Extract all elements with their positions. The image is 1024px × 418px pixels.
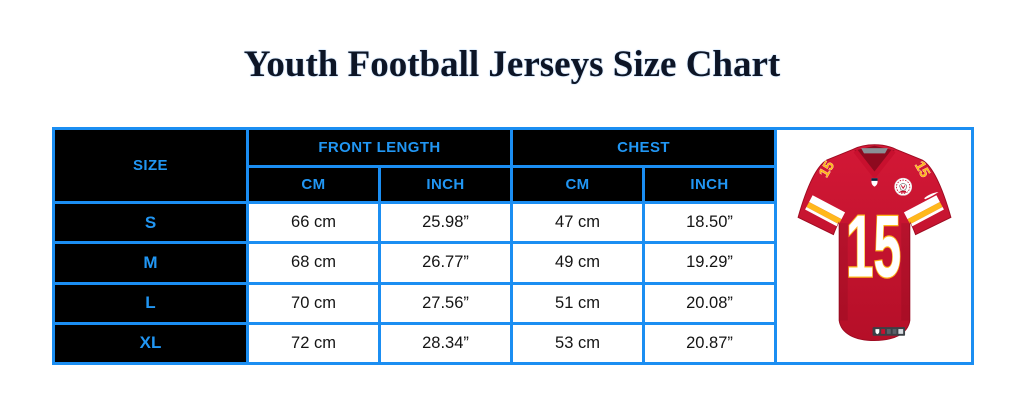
collar-opening [853, 145, 895, 178]
value-cell: 19.29” [642, 241, 778, 285]
value-cell: 20.08” [642, 281, 778, 325]
value-cell: 66 cm [246, 201, 381, 245]
jersey-body [797, 144, 951, 342]
col-header-chest: CHEST [510, 126, 778, 169]
subheader-front-cm: CM [246, 165, 381, 205]
col-header-size: SIZE [52, 126, 249, 205]
jersey-product-image: 15 15 [777, 131, 971, 361]
page-title: Youth Football Jerseys Size Chart [243, 44, 781, 85]
table-row: L 70 cm 27.56” 51 cm 20.08” [52, 281, 973, 325]
size-cell: M [52, 241, 249, 285]
jersey-shoulder-number-left: 15 [816, 159, 838, 181]
value-cell: 25.98” [377, 201, 514, 245]
side-mesh-left [838, 223, 848, 321]
nike-swoosh-icon [923, 192, 939, 200]
back-neck-tape [860, 148, 888, 154]
value-cell: 68 cm [246, 241, 381, 285]
value-cell: 51 cm [510, 281, 646, 325]
value-cell: 26.77” [377, 241, 514, 285]
subheader-chest-inch: INCH [642, 165, 778, 205]
jersey-image-cell: 15 15 [774, 127, 975, 365]
table-row: S 66 cm 25.98” 47 cm 18.50” [52, 201, 973, 245]
side-mesh-right [900, 223, 910, 321]
table-row: XL 72 cm 28.34” 53 cm 20.87” [52, 321, 973, 366]
size-chart-table: SIZE FRONT LENGTH CHEST [52, 126, 975, 366]
value-cell: 20.87” [642, 321, 778, 366]
value-cell: 47 cm [510, 201, 646, 245]
jersey-illustration: 15 15 [797, 144, 951, 342]
sleeve-stripes [804, 195, 944, 227]
jersey-chest-number: 15 [845, 197, 900, 296]
size-cell: XL [52, 321, 249, 366]
table-row: M 68 cm 26.77” 49 cm 19.29” [52, 241, 973, 285]
jersey-shoulder-number-right: 15 [911, 159, 933, 181]
value-cell: 53 cm [510, 321, 646, 366]
jock-tag [872, 327, 905, 336]
value-cell: 18.50” [642, 201, 778, 245]
collar-trim [853, 149, 895, 178]
size-cell: S [52, 201, 249, 245]
subheader-front-inch: INCH [377, 165, 514, 205]
value-cell: 28.34” [377, 321, 514, 366]
subheader-chest-cm: CM [510, 165, 646, 205]
value-cell: 49 cm [510, 241, 646, 285]
col-header-front-length: FRONT LENGTH [245, 126, 514, 169]
nfl-shield-icon [870, 178, 878, 187]
value-cell: 72 cm [246, 321, 381, 366]
value-cell: 27.56” [377, 281, 514, 325]
value-cell: 70 cm [246, 281, 381, 325]
chiefs-patch-icon [893, 177, 912, 196]
size-cell: L [52, 281, 249, 325]
